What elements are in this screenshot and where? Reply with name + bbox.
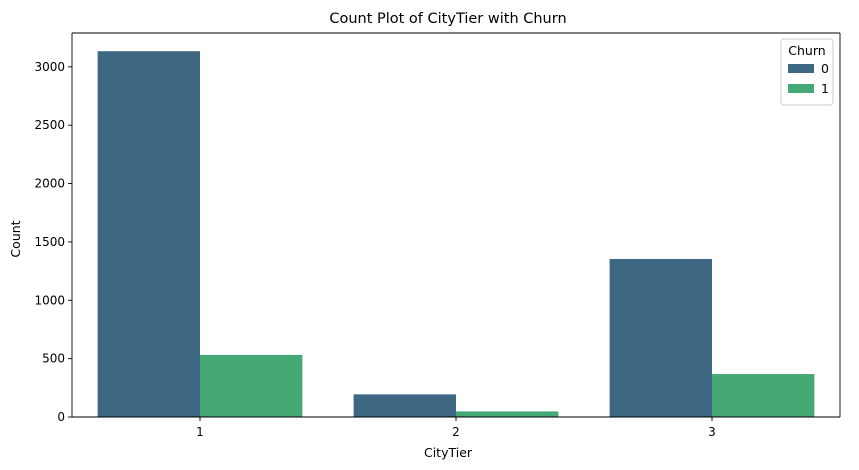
legend-swatch-1: [788, 84, 814, 93]
plot-area: [71, 32, 841, 418]
y-tick-label: 2500: [34, 118, 65, 132]
bar-2-churn-1: [456, 411, 559, 417]
legend-label-1: 1: [821, 81, 829, 96]
y-tick-label: 500: [42, 352, 65, 366]
bar-2-churn-0: [353, 394, 456, 417]
legend: Churn 0 1: [780, 38, 834, 106]
bar-1-churn-0: [97, 51, 200, 418]
chart-title: Count Plot of CityTier with Churn: [329, 11, 566, 27]
y-axis-label: Count: [8, 220, 23, 257]
x-tick-label: 3: [708, 425, 716, 439]
y-tick-label: 1000: [34, 293, 65, 307]
y-tick-label: 3000: [34, 60, 65, 74]
bar-3-churn-0: [609, 258, 712, 417]
legend-swatch-0: [788, 64, 814, 73]
y-tick-label: 1500: [34, 235, 65, 249]
bar-3-churn-1: [712, 374, 815, 417]
bar-1-churn-1: [200, 354, 303, 417]
x-axis: 1 2 3: [196, 417, 716, 439]
y-axis: 0 500 1000 1500 2000 2500 3000: [34, 60, 72, 424]
y-tick-label: 0: [57, 410, 65, 424]
y-tick-label: 2000: [34, 177, 65, 191]
x-axis-label: CityTier: [424, 445, 473, 460]
legend-label-0: 0: [821, 61, 829, 76]
x-tick-label: 2: [452, 425, 460, 439]
legend-title: Churn: [788, 43, 825, 58]
x-tick-label: 1: [196, 425, 204, 439]
